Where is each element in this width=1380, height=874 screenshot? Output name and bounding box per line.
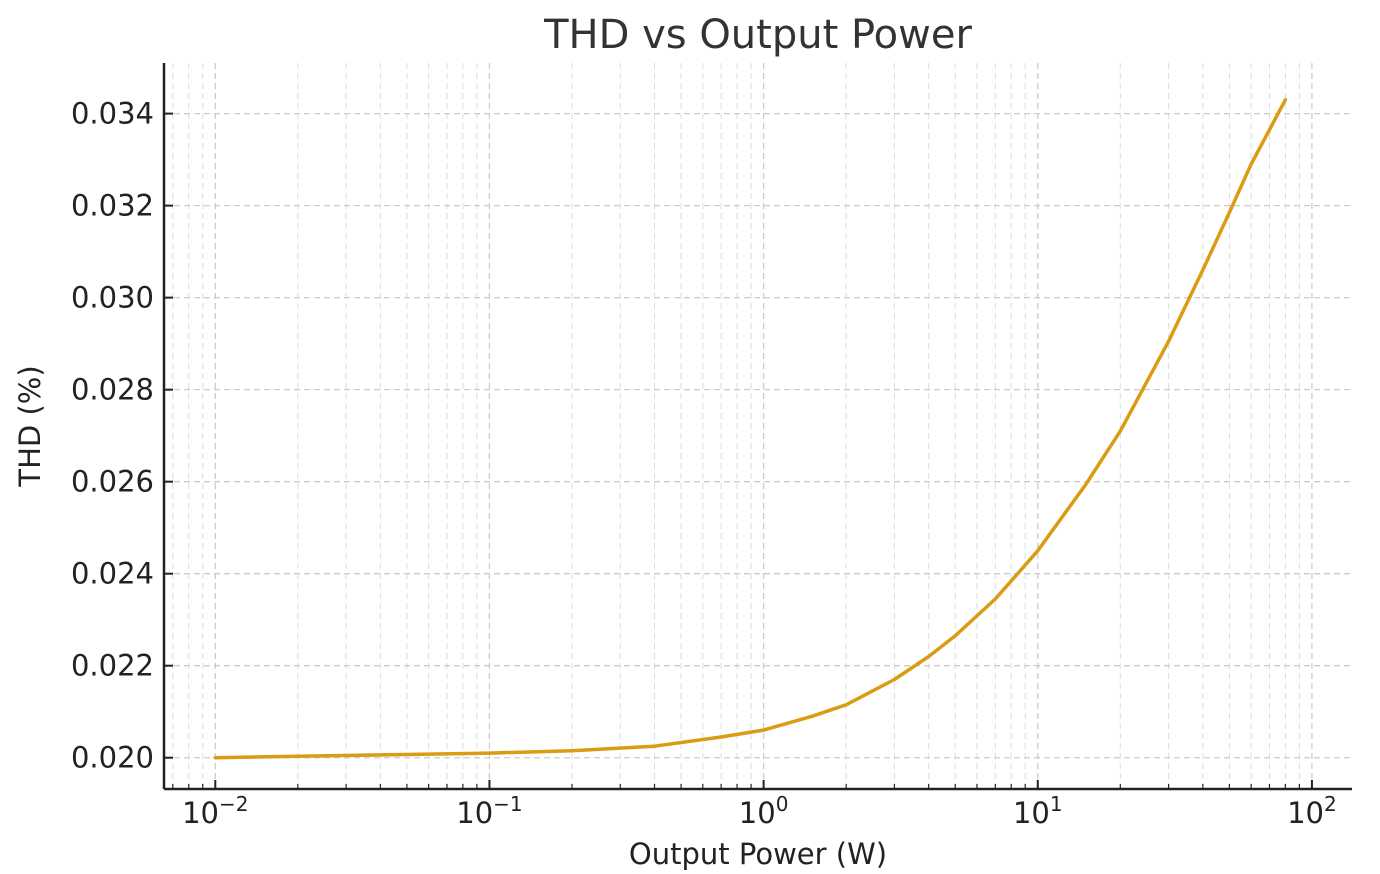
- ticks-layer: 10−2 10−1 100 101 102 0.020 0.022 0.024 0.026 0.0…: [71, 97, 1337, 830]
- y-tick-label: 0.024: [71, 557, 154, 591]
- y-axis-label: THD (%): [13, 365, 47, 487]
- x-tick-label: 10−2: [182, 792, 248, 830]
- y-tick-label: 0.032: [71, 189, 154, 223]
- y-tick-label: 0.020: [71, 741, 154, 775]
- y-tick-label: 0.034: [71, 97, 154, 131]
- x-tick-label: 102: [1287, 792, 1337, 830]
- chart-title: THD vs Output Power: [543, 12, 972, 58]
- grid-layer: [164, 63, 1352, 789]
- y-tick-label: 0.026: [71, 465, 154, 499]
- y-tick-label: 0.028: [71, 373, 154, 407]
- y-tick-label: 0.030: [71, 281, 154, 315]
- series-line: [213, 98, 1288, 760]
- series-layer: [213, 98, 1288, 760]
- x-tick-label: 10−1: [456, 792, 522, 830]
- y-tick-label: 0.022: [71, 649, 154, 683]
- axes-layer: [162, 63, 1352, 791]
- x-tick-label: 100: [739, 792, 789, 830]
- x-tick-label: 101: [1013, 792, 1063, 830]
- x-axis-label: Output Power (W): [629, 837, 887, 871]
